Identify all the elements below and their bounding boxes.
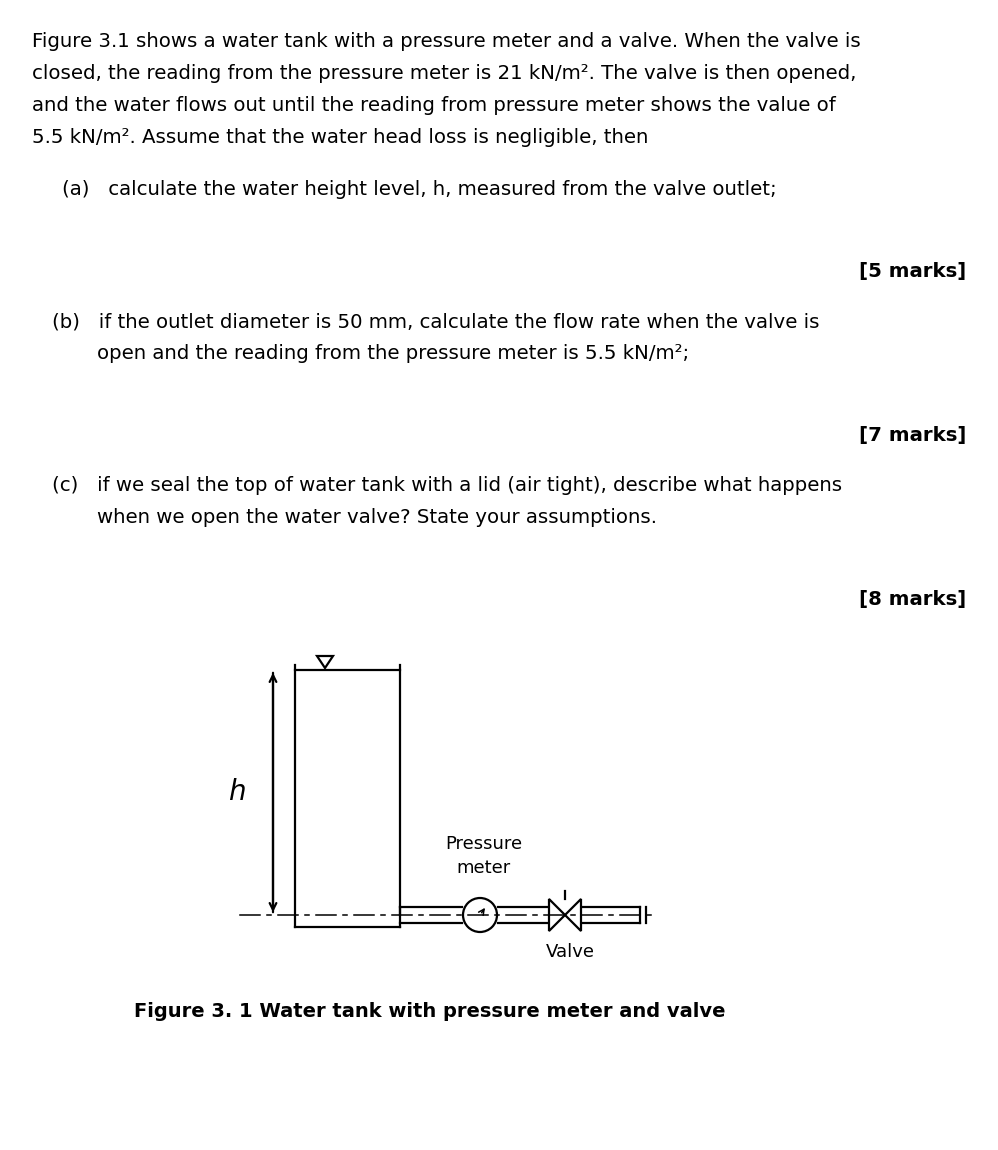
Text: when we open the water valve? State your assumptions.: when we open the water valve? State your…	[97, 508, 657, 527]
Text: Pressure
meter: Pressure meter	[445, 835, 523, 877]
Text: open and the reading from the pressure meter is 5.5 kN/m²;: open and the reading from the pressure m…	[97, 344, 690, 363]
Text: [5 marks]: [5 marks]	[858, 262, 966, 281]
Text: (a)   calculate the water height level, h, measured from the valve outlet;: (a) calculate the water height level, h,…	[62, 181, 776, 199]
Text: Figure 3. 1 Water tank with pressure meter and valve: Figure 3. 1 Water tank with pressure met…	[135, 1002, 726, 1021]
Text: closed, the reading from the pressure meter is 21 kN/m². The valve is then opene: closed, the reading from the pressure me…	[32, 64, 856, 83]
Text: Valve: Valve	[546, 943, 595, 961]
Text: [7 marks]: [7 marks]	[858, 426, 966, 445]
Text: h: h	[229, 779, 246, 806]
Text: (c)   if we seal the top of water tank with a lid (air tight), describe what hap: (c) if we seal the top of water tank wit…	[52, 476, 842, 494]
Text: Figure 3.1 shows a water tank with a pressure meter and a valve. When the valve : Figure 3.1 shows a water tank with a pre…	[32, 32, 860, 51]
Text: [8 marks]: [8 marks]	[858, 590, 966, 610]
Text: 5.5 kN/m². Assume that the water head loss is negligible, then: 5.5 kN/m². Assume that the water head lo…	[32, 128, 649, 147]
Text: and the water flows out until the reading from pressure meter shows the value of: and the water flows out until the readin…	[32, 95, 835, 115]
Text: (b)   if the outlet diameter is 50 mm, calculate the flow rate when the valve is: (b) if the outlet diameter is 50 mm, cal…	[52, 312, 819, 331]
